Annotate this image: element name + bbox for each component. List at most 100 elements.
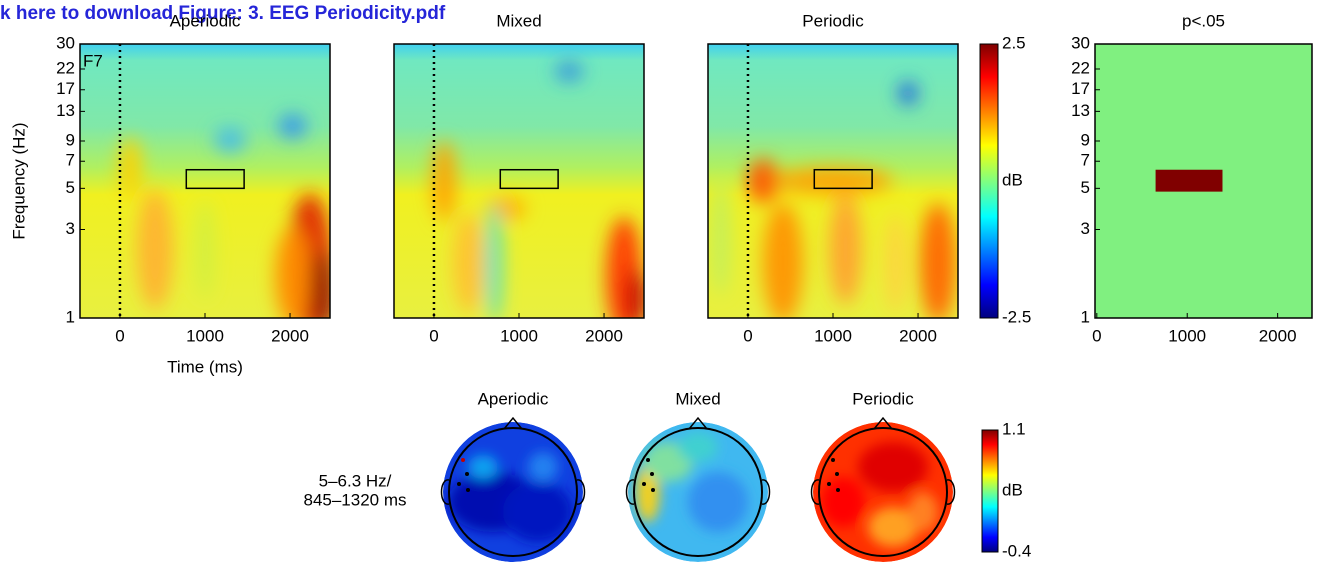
electrode — [827, 482, 831, 486]
heatmap — [80, 44, 330, 318]
electrode — [461, 458, 465, 462]
significant-cluster — [1155, 169, 1223, 192]
topo-blob — [678, 432, 718, 462]
nose — [503, 416, 523, 430]
heatmap-blob — [773, 167, 893, 195]
y-tick-label: 1 — [66, 307, 75, 326]
y-tick-label: 5 — [1081, 178, 1090, 197]
nose — [873, 416, 893, 430]
electrode — [642, 482, 646, 486]
x-tick-label: 1000 — [814, 326, 852, 345]
y-tick-label: 3 — [66, 219, 75, 238]
heatmap-blob — [885, 213, 906, 314]
x-tick-label: 1000 — [1168, 326, 1206, 345]
x-tick-label: 0 — [429, 326, 438, 345]
heatmap-blob — [763, 203, 803, 318]
heatmap-blob — [829, 194, 862, 305]
x-tick-label: 1000 — [500, 326, 538, 345]
nose — [688, 416, 708, 430]
y-tick-label: 9 — [1081, 130, 1090, 149]
electrode — [651, 488, 655, 492]
topo-blob — [868, 507, 918, 547]
topo-blob — [821, 477, 865, 527]
y-tick-label: 17 — [1071, 79, 1090, 98]
x-tick-label: 1000 — [186, 326, 224, 345]
head-outline — [633, 427, 763, 557]
panel-title: p<.05 — [1182, 11, 1225, 30]
topo-blob — [503, 482, 573, 542]
channel-label: F7 — [83, 51, 103, 70]
x-tick-label: 2000 — [1259, 326, 1297, 345]
download-banner[interactable]: k here to download Figure: 3. EEG Period… — [0, 3, 446, 24]
y-tick-label: 30 — [56, 33, 75, 52]
heatmap-blob — [214, 127, 246, 152]
panel-title: Periodic — [802, 11, 864, 30]
topo-blob — [858, 442, 928, 492]
heatmap-blob — [710, 175, 731, 296]
head-outline — [818, 427, 948, 557]
electrode — [831, 458, 835, 462]
heatmap-blob — [555, 61, 583, 82]
y-tick-label: 13 — [56, 101, 75, 120]
time-window — [499, 168, 559, 190]
heatmap-blob — [920, 203, 956, 318]
time-window — [813, 168, 873, 190]
topo-title: Mixed — [675, 389, 720, 408]
electrode — [836, 488, 840, 492]
x-tick-label: 0 — [115, 326, 124, 345]
heatmap-blob — [432, 141, 456, 221]
colorbar-tick-label: 2.5 — [1002, 33, 1026, 52]
electrode — [835, 472, 839, 476]
topo-title: Periodic — [852, 389, 914, 408]
heatmap — [394, 44, 644, 318]
colorbar-tick-label: 1.1 — [1002, 419, 1026, 438]
y-axis-label: Frequency (Hz) — [9, 122, 28, 239]
y-tick-label: 13 — [1071, 101, 1090, 120]
y-tick-label: 22 — [56, 58, 75, 77]
topo-blob — [688, 472, 748, 532]
heatmap-blob — [310, 250, 330, 318]
topo-blobs — [821, 442, 938, 547]
topo-blob — [468, 455, 498, 479]
heatmap-blob — [274, 226, 311, 318]
topo-blob — [528, 452, 558, 482]
heatmap-blob — [626, 268, 644, 318]
electrode — [650, 472, 654, 476]
ear — [440, 479, 450, 505]
colorbar — [981, 429, 999, 553]
topo-label: 5–6.3 Hz/ — [319, 471, 392, 490]
y-tick-label: 9 — [66, 130, 75, 149]
heatmap-blob — [195, 199, 215, 300]
heatmap — [708, 44, 958, 318]
topo-blob — [908, 492, 938, 532]
heatmap-blob — [898, 81, 918, 106]
heatmap-blob — [453, 213, 485, 314]
y-tick-label: 7 — [66, 151, 75, 170]
electrode — [466, 488, 470, 492]
y-tick-label: 3 — [1081, 219, 1090, 238]
heatmap-blob — [118, 137, 142, 198]
x-tick-label: 2000 — [271, 326, 309, 345]
colorbar-label: dB — [1002, 480, 1023, 499]
x-tick-label: 0 — [1092, 326, 1101, 345]
x-axis-label: Time (ms) — [167, 357, 243, 376]
x-tick-label: 2000 — [899, 326, 937, 345]
heatmap-blob — [486, 203, 502, 318]
ear — [576, 479, 586, 505]
topo-blobs — [448, 452, 573, 542]
heatmap-blob — [137, 189, 173, 310]
ear — [810, 479, 820, 505]
y-tick-label: 1 — [1081, 307, 1090, 326]
ear — [946, 479, 956, 505]
electrode — [465, 472, 469, 476]
head-outline — [448, 427, 578, 557]
panel-title: Mixed — [496, 11, 541, 30]
heatmap-blob — [278, 114, 307, 139]
time-window — [185, 168, 245, 190]
electrode — [457, 482, 461, 486]
y-tick-label: 7 — [1081, 151, 1090, 170]
y-tick-label: 17 — [56, 79, 75, 98]
colorbar-tick-label: -2.5 — [1002, 307, 1031, 326]
